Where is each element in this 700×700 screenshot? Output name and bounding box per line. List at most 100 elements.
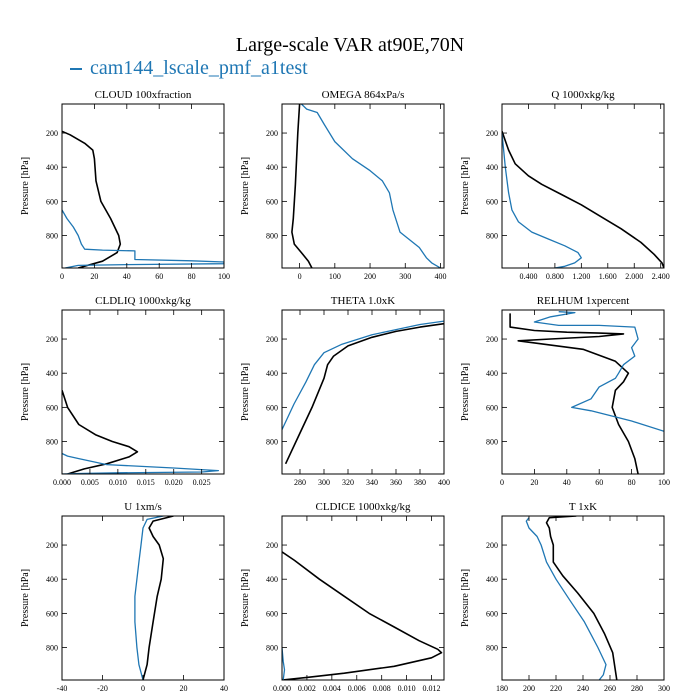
y-tick-label: 800	[266, 438, 278, 447]
series-line-cam144-lscale-pmf-a1test	[134, 516, 164, 680]
series-line-reference	[509, 313, 639, 474]
y-axis-label: Pressure [hPa]	[460, 363, 471, 421]
panel-theta: THETA 1.0xK Pressure [hPa] 280 300 320 340 360…	[240, 295, 450, 487]
panel-title: CLOUD 100xfraction	[95, 89, 192, 101]
y-tick-label: 600	[266, 403, 278, 412]
x-tick-label: 100	[218, 272, 230, 281]
y-tick-label: 200	[46, 335, 58, 344]
x-tick-label: 0	[141, 684, 145, 693]
y-tick-label: 200	[486, 335, 498, 344]
x-tick-label: 1.200	[572, 272, 590, 281]
x-tick-label: 0.004	[323, 684, 341, 693]
x-tick-label: 0.800	[546, 272, 564, 281]
plot-frame	[501, 103, 665, 269]
y-tick-label: 400	[266, 575, 278, 584]
x-tick-label: 20	[90, 272, 98, 281]
y-tick-label: 400	[486, 163, 498, 172]
x-tick-label: 220	[550, 684, 562, 693]
panel-title: THETA 1.0xK	[331, 295, 396, 307]
plot-frame	[501, 309, 665, 475]
x-tick-label: 320	[342, 478, 354, 487]
x-tick-label: 280	[631, 684, 643, 693]
y-tick-label: 800	[486, 644, 498, 653]
y-tick-label: 600	[46, 609, 58, 618]
series-line-cam144-lscale-pmf-a1test	[300, 104, 441, 268]
y-tick-label: 800	[266, 232, 278, 241]
x-tick-label: 20	[530, 478, 538, 487]
legend-line-swatch	[70, 68, 82, 71]
y-tick-label: 600	[486, 197, 498, 206]
x-tick-label: -40	[57, 684, 68, 693]
x-tick-label: 260	[604, 684, 616, 693]
x-tick-label: 100	[329, 272, 341, 281]
x-tick-label: 300	[658, 684, 670, 693]
series-line-reference	[282, 551, 443, 680]
y-tick-label: 600	[266, 197, 278, 206]
panel-u: U 1xm/s Pressure [hPa] -40 -20 0 20 40 200 400 60…	[20, 501, 228, 693]
x-tick-label: -20	[97, 684, 108, 693]
x-tick-label: 40	[123, 272, 131, 281]
x-tick-label: 400	[434, 272, 446, 281]
x-tick-label: 0.010	[109, 478, 127, 487]
y-tick-label: 800	[46, 438, 58, 447]
y-tick-label: 200	[46, 541, 58, 550]
x-tick-label: 0.400	[519, 272, 537, 281]
y-tick-label: 200	[486, 541, 498, 550]
y-axis-label: Pressure [hPa]	[20, 569, 31, 627]
y-axis-label: Pressure [hPa]	[240, 569, 251, 627]
y-tick-label: 800	[486, 438, 498, 447]
figure-title: Large-scale VAR at90E,70N	[235, 34, 465, 56]
series-line-reference	[284, 322, 444, 465]
panel-cldliq: CLDLIQ 1000xkg/kg Pressure [hPa] 0.000 0.00…	[20, 295, 225, 487]
x-tick-label: 0	[500, 478, 504, 487]
y-tick-label: 400	[486, 575, 498, 584]
x-tick-label: 200	[523, 684, 535, 693]
series-line-reference	[502, 131, 664, 268]
series-line-reference	[291, 104, 313, 268]
x-tick-label: 60	[155, 272, 163, 281]
y-tick-label: 400	[46, 163, 58, 172]
plot-frame	[281, 515, 445, 681]
x-tick-label: 60	[595, 478, 603, 487]
series-line-cam144-lscale-pmf-a1test	[525, 517, 607, 680]
series-line-cam144-lscale-pmf-a1test	[282, 647, 286, 680]
x-tick-label: 0.000	[273, 684, 291, 693]
x-tick-label: 340	[366, 478, 378, 487]
series-line-cam144-lscale-pmf-a1test	[62, 209, 224, 268]
series-line-reference	[142, 516, 174, 680]
x-tick-label: 1.600	[599, 272, 617, 281]
x-tick-label: 100	[658, 478, 670, 487]
y-tick-label: 200	[266, 335, 278, 344]
x-tick-label: 80	[188, 272, 196, 281]
series-line-reference	[62, 130, 122, 268]
panel-title: OMEGA 864xPa/s	[322, 89, 405, 101]
legend: cam144_lscale_pmf_a1test	[70, 57, 308, 80]
y-tick-label: 800	[46, 232, 58, 241]
y-tick-label: 400	[46, 369, 58, 378]
panel-q: Q 1000xkg/kg Pressure [hPa] 0.400 0.800 1.20…	[460, 89, 670, 281]
y-tick-label: 600	[486, 609, 498, 618]
y-tick-label: 600	[486, 403, 498, 412]
panel-t: T 1xK Pressure [hPa] 180 200 220 240 260 280 300…	[460, 501, 670, 693]
panel-title: Q 1000xkg/kg	[551, 89, 615, 101]
y-tick-label: 200	[266, 541, 278, 550]
y-tick-label: 400	[486, 369, 498, 378]
x-tick-label: 40	[563, 478, 571, 487]
y-tick-label: 200	[266, 129, 278, 138]
y-axis-label: Pressure [hPa]	[20, 157, 31, 215]
y-tick-label: 200	[46, 129, 58, 138]
series-line-cam144-lscale-pmf-a1test	[533, 311, 664, 432]
plot-frame	[501, 515, 665, 681]
panel-omega: OMEGA 864xPa/s Pressure [hPa] 0 100 200 300 40…	[240, 89, 446, 281]
x-tick-label: 280	[294, 478, 306, 487]
plot-frame	[61, 309, 225, 475]
y-axis-label: Pressure [hPa]	[240, 363, 251, 421]
y-tick-label: 400	[46, 575, 58, 584]
y-tick-label: 600	[46, 403, 58, 412]
x-tick-label: 2.000	[625, 272, 643, 281]
panel-title: T 1xK	[569, 501, 597, 513]
x-tick-label: 80	[628, 478, 636, 487]
x-tick-label: 40	[220, 684, 228, 693]
x-tick-label: 0.012	[423, 684, 441, 693]
y-tick-label: 600	[46, 197, 58, 206]
